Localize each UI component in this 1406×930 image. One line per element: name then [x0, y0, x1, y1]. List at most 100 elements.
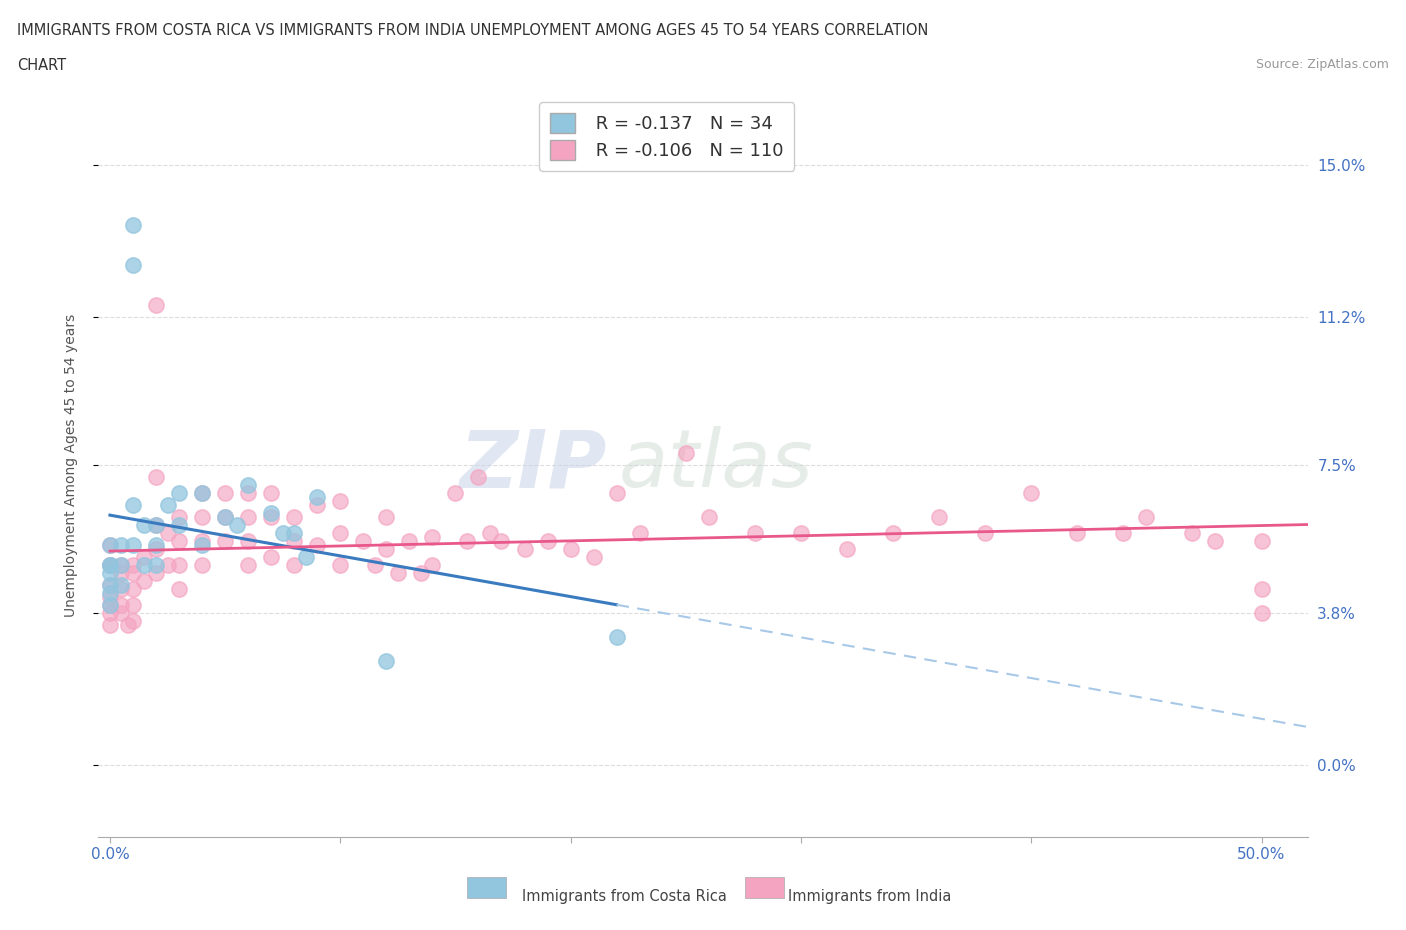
- Point: [191, 510, 214, 525]
- Point: [364, 558, 387, 573]
- Point: [110, 538, 132, 552]
- Point: [98, 598, 121, 613]
- Point: [835, 541, 858, 556]
- Point: [675, 445, 697, 460]
- Point: [283, 525, 305, 540]
- Point: [882, 525, 904, 540]
- Point: [167, 534, 190, 549]
- Point: [271, 525, 294, 540]
- Point: [122, 565, 145, 580]
- Point: [513, 541, 536, 556]
- Point: [422, 529, 444, 544]
- Point: [167, 518, 190, 533]
- Point: [191, 485, 214, 500]
- Point: [1019, 485, 1042, 500]
- Point: [98, 558, 121, 573]
- Point: [122, 258, 145, 272]
- FancyBboxPatch shape: [745, 877, 785, 898]
- Point: [110, 598, 132, 613]
- Point: [98, 605, 121, 620]
- Point: [329, 525, 352, 540]
- Text: Immigrants from India: Immigrants from India: [787, 889, 950, 904]
- Point: [236, 558, 259, 573]
- Point: [260, 550, 283, 565]
- Point: [1112, 525, 1135, 540]
- Point: [98, 538, 121, 552]
- Point: [744, 525, 766, 540]
- Point: [236, 478, 259, 493]
- Point: [110, 558, 132, 573]
- Point: [98, 558, 121, 573]
- Point: [98, 586, 121, 601]
- Point: [307, 489, 329, 504]
- Point: [225, 518, 247, 533]
- Point: [1135, 510, 1157, 525]
- Point: [236, 510, 259, 525]
- Point: [790, 525, 813, 540]
- Point: [98, 538, 121, 552]
- Point: [928, 510, 950, 525]
- Point: [422, 558, 444, 573]
- Point: [156, 498, 179, 512]
- Point: [98, 578, 121, 592]
- Point: [375, 541, 398, 556]
- Point: [145, 518, 167, 533]
- Text: CHART: CHART: [17, 58, 66, 73]
- Point: [606, 485, 628, 500]
- Point: [582, 550, 605, 565]
- Point: [409, 565, 432, 580]
- Point: [456, 534, 478, 549]
- Point: [191, 558, 214, 573]
- Point: [260, 485, 283, 500]
- Point: [134, 574, 156, 589]
- FancyBboxPatch shape: [467, 877, 506, 898]
- Point: [110, 558, 132, 573]
- Point: [1250, 581, 1272, 596]
- Point: [352, 534, 374, 549]
- Point: [628, 525, 651, 540]
- Point: [536, 534, 558, 549]
- Text: ZIP: ZIP: [458, 426, 606, 504]
- Point: [145, 541, 167, 556]
- Point: [191, 538, 214, 552]
- Legend:  R = -0.137   N = 34,  R = -0.106   N = 110: R = -0.137 N = 34, R = -0.106 N = 110: [540, 102, 794, 171]
- Point: [260, 506, 283, 521]
- Point: [1181, 525, 1204, 540]
- Point: [236, 485, 259, 500]
- Point: [98, 590, 121, 604]
- Point: [560, 541, 582, 556]
- Point: [478, 525, 501, 540]
- Point: [145, 298, 167, 312]
- Point: [1250, 605, 1272, 620]
- Text: atlas: atlas: [619, 426, 813, 504]
- Point: [167, 558, 190, 573]
- Point: [145, 538, 167, 552]
- Point: [329, 494, 352, 509]
- Point: [375, 510, 398, 525]
- Point: [110, 565, 132, 580]
- Point: [145, 470, 167, 485]
- Text: Immigrants from Costa Rica: Immigrants from Costa Rica: [522, 889, 727, 904]
- Point: [214, 534, 236, 549]
- Point: [214, 485, 236, 500]
- Point: [191, 534, 214, 549]
- Point: [98, 558, 121, 573]
- Point: [145, 558, 167, 573]
- Point: [122, 614, 145, 629]
- Point: [1066, 525, 1088, 540]
- Point: [134, 518, 156, 533]
- Point: [110, 581, 132, 596]
- Point: [387, 565, 409, 580]
- Point: [1250, 534, 1272, 549]
- Point: [444, 485, 467, 500]
- Point: [110, 578, 132, 592]
- Point: [294, 550, 316, 565]
- Point: [375, 654, 398, 669]
- Point: [122, 581, 145, 596]
- Point: [122, 558, 145, 573]
- Point: [167, 581, 190, 596]
- Point: [98, 558, 121, 573]
- Point: [467, 470, 489, 485]
- Point: [134, 558, 156, 573]
- Point: [974, 525, 997, 540]
